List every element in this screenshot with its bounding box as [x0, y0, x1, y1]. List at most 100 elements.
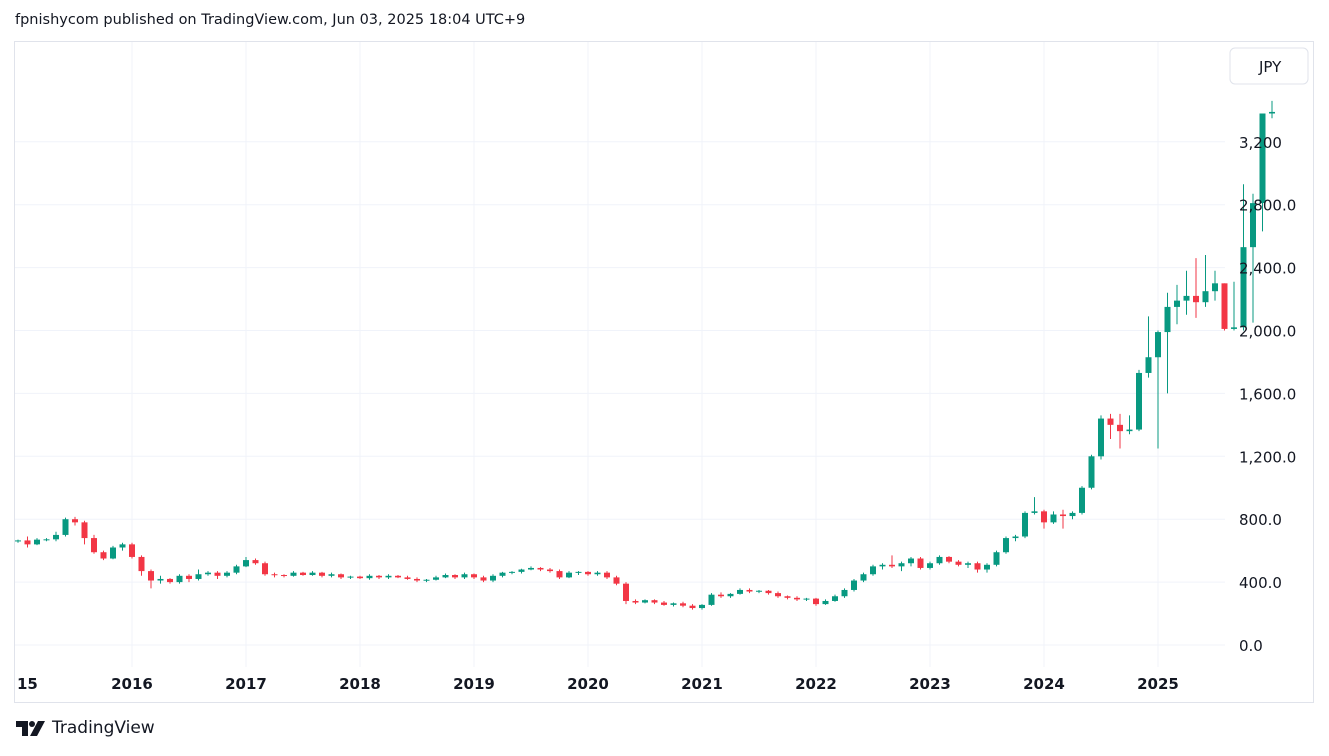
- candle-body: [889, 564, 895, 567]
- candle: [1164, 292, 1171, 394]
- candle: [404, 575, 411, 580]
- price-axis[interactable]: 0.0 400.0 800.0 1,200.0 1,600.0 2,000.0 2,400.…: [1239, 134, 1296, 655]
- candle: [984, 563, 990, 573]
- candle-body: [1259, 113, 1266, 204]
- candle: [860, 572, 867, 583]
- candle-body: [689, 605, 696, 609]
- candle-body: [917, 558, 924, 568]
- candle-body: [423, 579, 430, 581]
- candle: [91, 534, 97, 554]
- candle: [832, 594, 838, 602]
- candle-body: [72, 519, 78, 523]
- candle-body: [319, 572, 325, 576]
- x-tick-label: 2024: [1023, 675, 1065, 693]
- candle: [585, 571, 591, 576]
- candle-body: [119, 544, 126, 548]
- y-tick-label: 3,200: [1239, 134, 1282, 152]
- candle: [803, 597, 810, 601]
- candle-body: [309, 572, 316, 576]
- chart-frame[interactable]: 0.0 400.0 800.0 1,200.0 1,600.0 2,000.0 2,400.…: [14, 41, 1314, 703]
- candle-body: [718, 594, 724, 597]
- candle-body: [1022, 512, 1028, 537]
- candle: [385, 574, 392, 579]
- x-tick-label: 2020: [567, 675, 609, 693]
- candle: [765, 589, 772, 595]
- candle: [499, 571, 506, 578]
- candle-body: [813, 598, 819, 605]
- candle: [1117, 413, 1123, 449]
- candle-body: [53, 534, 59, 540]
- candle: [784, 595, 791, 600]
- candle-body: [1107, 418, 1114, 425]
- candle-body: [300, 572, 306, 576]
- candle: [148, 569, 154, 589]
- x-tick-label: 2023: [909, 675, 951, 693]
- candle-body: [1145, 357, 1152, 373]
- candle: [946, 556, 952, 564]
- candle: [243, 556, 249, 568]
- candle: [974, 561, 981, 573]
- candle: [1174, 284, 1180, 325]
- candle-body: [15, 540, 21, 542]
- candle: [290, 571, 297, 577]
- candle-body: [34, 539, 40, 545]
- candle: [680, 601, 686, 608]
- candle-body: [347, 576, 354, 578]
- candle: [81, 520, 88, 545]
- x-tick-label: 2017: [225, 675, 267, 693]
- candle: [841, 588, 848, 598]
- candle-body: [138, 556, 145, 572]
- candle: [72, 516, 78, 526]
- candle: [661, 600, 667, 606]
- candle: [594, 571, 601, 576]
- candle: [718, 592, 724, 598]
- candle: [1088, 454, 1095, 490]
- candle-body: [1240, 247, 1247, 328]
- currency-badge[interactable]: JPY: [1229, 47, 1309, 85]
- y-tick-label: 1,600.0: [1239, 385, 1296, 403]
- candle-body: [1088, 456, 1095, 488]
- candle-body: [1126, 429, 1133, 432]
- currency-label: JPY: [1258, 58, 1282, 76]
- candle: [452, 574, 458, 579]
- candle: [376, 575, 382, 579]
- candle: [43, 538, 50, 542]
- candle-body: [480, 577, 487, 581]
- candle: [224, 571, 230, 578]
- candle: [1250, 193, 1256, 323]
- candle: [965, 561, 971, 568]
- x-tick-label: 2016: [111, 675, 153, 693]
- candle-body: [765, 590, 772, 594]
- footer-brand[interactable]: TradingView: [16, 718, 155, 738]
- time-axis[interactable]: 15 2016 2017 2018 2019 2020 2021 2022 2023 2024 20…: [17, 675, 1179, 693]
- candle-body: [547, 569, 553, 572]
- candle: [908, 556, 914, 567]
- candle: [100, 550, 107, 561]
- candle-body: [91, 538, 97, 553]
- candle: [233, 564, 240, 575]
- candle: [366, 574, 373, 580]
- x-tick-label: 2021: [681, 675, 723, 693]
- candle: [727, 593, 734, 598]
- candle: [623, 582, 629, 605]
- candle: [1269, 100, 1275, 119]
- candle-body: [1250, 203, 1256, 248]
- candle: [53, 531, 59, 542]
- candle: [1155, 330, 1161, 449]
- candle-body: [186, 575, 192, 579]
- candle: [205, 571, 211, 576]
- candle: [1098, 415, 1104, 460]
- candle: [300, 571, 306, 576]
- candle-body: [214, 572, 221, 576]
- candlestick-chart[interactable]: 0.0 400.0 800.0 1,200.0 1,600.0 2,000.0 2,400.…: [15, 42, 1315, 704]
- candle-body: [642, 600, 648, 603]
- candle-body: [737, 589, 743, 594]
- x-tick-label: 2018: [339, 675, 381, 693]
- candle: [129, 542, 135, 559]
- candle-body: [680, 603, 686, 606]
- candle-body: [832, 596, 838, 601]
- candle-body: [1136, 372, 1142, 430]
- candle-body: [24, 540, 31, 545]
- candle-body: [1174, 300, 1180, 307]
- candle-body: [328, 574, 335, 576]
